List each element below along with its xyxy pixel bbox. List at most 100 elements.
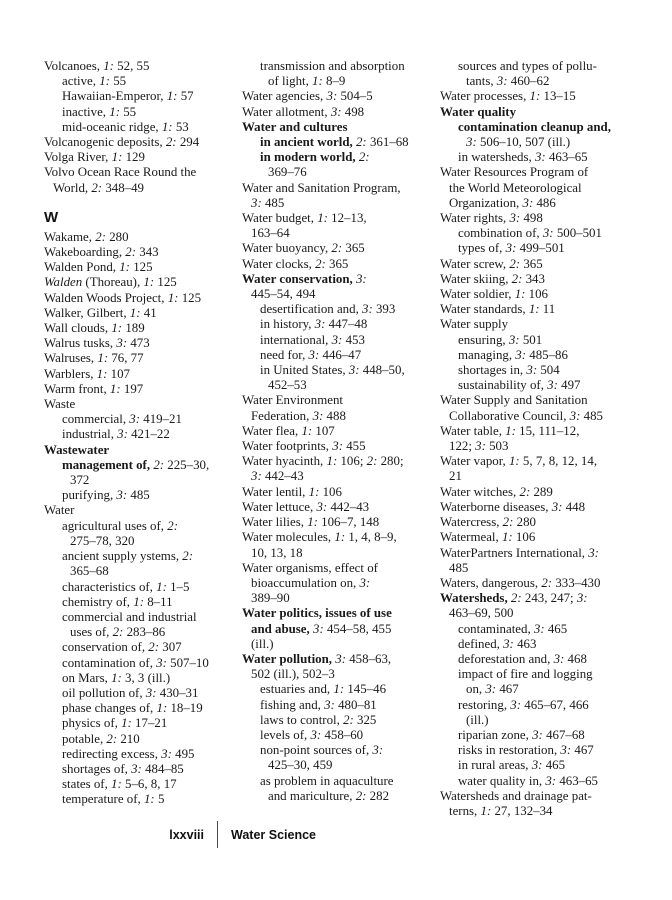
index-entry: redirecting excess, 3: 495 — [44, 747, 235, 762]
index-line: states of, 1: 5–6, 8, 17 — [62, 777, 177, 792]
index-entry: sources and types of pollu-tants, 3: 460… — [440, 59, 631, 89]
index-line: 10, 13, 18 — [251, 545, 303, 560]
index-entry: water quality in, 3: 463–65 — [440, 774, 631, 789]
index-entry: phase changes of, 1: 18–19 — [44, 701, 235, 716]
footer-divider — [217, 821, 218, 848]
index-entry: Water flea, 1: 107 — [242, 424, 433, 439]
index-entry: Water lentil, 1: 106 — [242, 485, 433, 500]
index-entry: in history, 3: 447–48 — [242, 317, 433, 332]
index-line: Water footprints, 3: 455 — [242, 439, 366, 454]
index-entry: in United States, 3: 448–50, 452–53 — [242, 363, 433, 393]
index-line: in modern world, 2: — [260, 150, 370, 165]
index-line: 21 — [449, 469, 462, 484]
index-line: Organization, 3: 486 — [449, 195, 556, 210]
index-line: Water budget, 1: 12–13, — [242, 211, 367, 226]
index-entry: in watersheds, 3: 463–65 — [440, 150, 631, 165]
index-line: Water molecules, 1: 1, 4, 8–9, — [242, 530, 397, 545]
index-line: Warblers, 1: 107 — [44, 366, 130, 381]
index-entry: defined, 3: 463 — [440, 637, 631, 652]
index-line: (ill.) — [251, 636, 274, 651]
index-entry: in ancient world, 2: 361–68 — [242, 135, 433, 150]
index-entry: Wall clouds, 1: 189 — [44, 321, 235, 336]
index-entry: estuaries and, 1: 145–46 — [242, 682, 433, 697]
index-line: international, 3: 453 — [260, 332, 365, 347]
index-entry: Volvo Ocean Race Round the World, 2: 348–… — [44, 165, 235, 195]
index-entry: Water budget, 1: 12–13, 163–64 — [242, 211, 433, 241]
index-line: levels of, 3: 458–60 — [260, 727, 364, 742]
index-entry: shortages of, 3: 484–85 — [44, 762, 235, 777]
index-line: commercial, 3: 419–21 — [62, 412, 182, 427]
index-entry: agricultural uses of, 2: 275–78, 320 — [44, 519, 235, 549]
index-entry: Water supply — [440, 317, 631, 332]
index-line: need for, 3: 446–47 — [260, 347, 362, 362]
index-entry: deforestation and, 3: 468 — [440, 652, 631, 667]
index-line: 369–76 — [268, 165, 307, 180]
index-entry: ensuring, 3: 501 — [440, 333, 631, 348]
index-line: active, 1: 55 — [62, 74, 127, 89]
index-entry: temperature of, 1: 5 — [44, 792, 235, 807]
index-line: Water politics, issues of use — [242, 606, 392, 621]
index-line: Wakame, 2: 280 — [44, 229, 129, 244]
index-entry: inactive, 1: 55 — [44, 105, 235, 120]
index-line: Water pollution, 3: 458–63, — [242, 651, 392, 666]
index-line: of light, 1: 8–9 — [268, 74, 346, 89]
index-entry: Water skiing, 2: 343 — [440, 272, 631, 287]
index-line: Watermeal, 1: 106 — [440, 530, 536, 545]
index-line: Wall clouds, 1: 189 — [44, 321, 145, 336]
index-line: ancient supply ystems, 2: — [62, 549, 194, 564]
index-entry: Water Environment Federation, 3: 488 — [242, 393, 433, 423]
index-entry: Water screw, 2: 365 — [440, 257, 631, 272]
index-entry: Water witches, 2: 289 — [440, 485, 631, 500]
index-entry: Water conservation, 3: 445–54, 494 — [242, 272, 433, 302]
index-line: Waste — [44, 397, 76, 412]
index-line: defined, 3: 463 — [458, 636, 537, 651]
index-line: mid-oceanic ridge, 1: 53 — [62, 119, 189, 134]
index-entry: chemistry of, 1: 8–11 — [44, 595, 235, 610]
index-entry: combination of, 3: 500–501 — [440, 226, 631, 241]
index-line: 485 — [449, 560, 469, 575]
index-entry: Water vapor, 1: 5, 7, 8, 12, 14, 21 — [440, 454, 631, 484]
index-entry: conservation of, 2: 307 — [44, 640, 235, 655]
index-line: Water clocks, 2: 365 — [242, 256, 349, 271]
index-entry: Water Resources Program of the World Mete… — [440, 165, 631, 211]
index-entry: Water buoyancy, 2: 365 — [242, 241, 433, 256]
index-line: 463–69, 500 — [449, 606, 514, 621]
index-line: Water lentil, 1: 106 — [242, 484, 342, 499]
index-line: Collaborative Council, 3: 485 — [449, 408, 603, 423]
index-line: Water and Sanitation Program, — [242, 180, 401, 195]
index-entry: potable, 2: 210 — [44, 732, 235, 747]
index-entry: Waterborne diseases, 3: 448 — [440, 500, 631, 515]
index-line: Water supply — [440, 317, 509, 332]
index-entry: purifying, 3: 485 — [44, 488, 235, 503]
index-line: the World Meteorological — [449, 180, 582, 195]
index-entry: Volga River, 1: 129 — [44, 150, 235, 165]
index-line: 3: 442–43 — [251, 469, 304, 484]
index-line: Federation, 3: 488 — [251, 408, 346, 423]
index-entry: impact of fire and logging on, 3: 467 — [440, 667, 631, 697]
index-entry: Watersheds, 2: 243, 247; 3: 463–69, 500 — [440, 591, 631, 621]
index-line: water quality in, 3: 463–65 — [458, 773, 599, 788]
index-line: 425–30, 459 — [268, 758, 333, 773]
index-entry: Water processes, 1: 13–15 — [440, 89, 631, 104]
index-entry: Water politics, issues of use and abuse, … — [242, 606, 433, 652]
index-line: Water lilies, 1: 106–7, 148 — [242, 515, 380, 530]
index-line: Waters, dangerous, 2: 333–430 — [440, 575, 601, 590]
index-entry: Walrus tusks, 3: 473 — [44, 336, 235, 351]
index-line: WaterPartners International, 3: — [440, 545, 599, 560]
index-line: Water conservation, 3: — [242, 271, 367, 286]
index-line: estuaries and, 1: 145–46 — [260, 682, 387, 697]
index-line: Water Supply and Sanitation — [440, 393, 588, 408]
index-entry: desertification and, 3: 393 — [242, 302, 433, 317]
index-entry: Walden Woods Project, 1: 125 — [44, 291, 235, 306]
index-entry: management of, 2: 225–30, 372 — [44, 458, 235, 488]
index-line: and mariculture, 2: 282 — [268, 788, 390, 803]
index-line: chemistry of, 1: 8–11 — [62, 594, 173, 609]
index-line: in ancient world, 2: 361–68 — [260, 135, 409, 150]
index-line: Volga River, 1: 129 — [44, 150, 145, 165]
index-line: sustainability of, 3: 497 — [458, 378, 581, 393]
index-entry: oil pollution of, 3: 430–31 — [44, 686, 235, 701]
index-entry: Water rights, 3: 498 — [440, 211, 631, 226]
index-line: shortages of, 3: 484–85 — [62, 761, 184, 776]
index-line: restoring, 3: 465–67, 466 — [458, 697, 589, 712]
